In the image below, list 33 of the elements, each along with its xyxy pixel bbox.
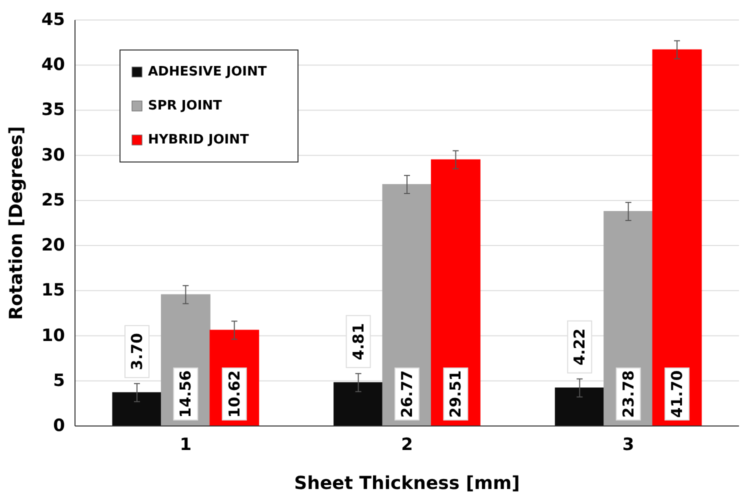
y-tick-label: 5 — [53, 370, 65, 391]
data-label: 3.70 — [128, 333, 146, 370]
y-tick-label: 10 — [41, 326, 66, 346]
y-tick-label: 30 — [41, 145, 66, 166]
data-label: 4.81 — [349, 323, 368, 360]
data-label: 41.70 — [668, 370, 686, 418]
data-label: 29.51 — [446, 370, 465, 418]
data-label: 4.22 — [570, 328, 589, 366]
y-tick-label: 35 — [41, 100, 65, 120]
y-tick-label: 45 — [41, 10, 65, 30]
y-tick-label: 0 — [53, 416, 66, 436]
legend-label: HYBRID JOINT — [148, 132, 249, 148]
y-tick-label: 20 — [41, 236, 66, 256]
y-tick-label: 40 — [41, 55, 66, 76]
x-tick-label: 3 — [622, 435, 634, 455]
data-label: 10.62 — [225, 370, 244, 418]
y-axis-title: Rotation [Degrees] — [6, 126, 27, 320]
bar — [554, 388, 604, 426]
bar — [112, 392, 162, 426]
legend-label: SPR JOINT — [148, 98, 222, 114]
bar — [430, 159, 480, 426]
y-tick-label: 15 — [41, 280, 65, 301]
data-label: 14.56 — [176, 370, 195, 418]
bar — [334, 382, 384, 426]
data-label: 26.77 — [398, 370, 416, 418]
bar — [382, 184, 432, 426]
data-label: 23.78 — [619, 370, 638, 418]
legend-label: ADHESIVE JOINT — [148, 64, 267, 80]
x-tick-label: 1 — [180, 435, 192, 455]
x-tick-label: 2 — [401, 435, 413, 455]
bar — [652, 49, 702, 426]
x-axis-title: Sheet Thickness [mm] — [294, 473, 520, 494]
y-tick-label: 25 — [41, 190, 65, 210]
